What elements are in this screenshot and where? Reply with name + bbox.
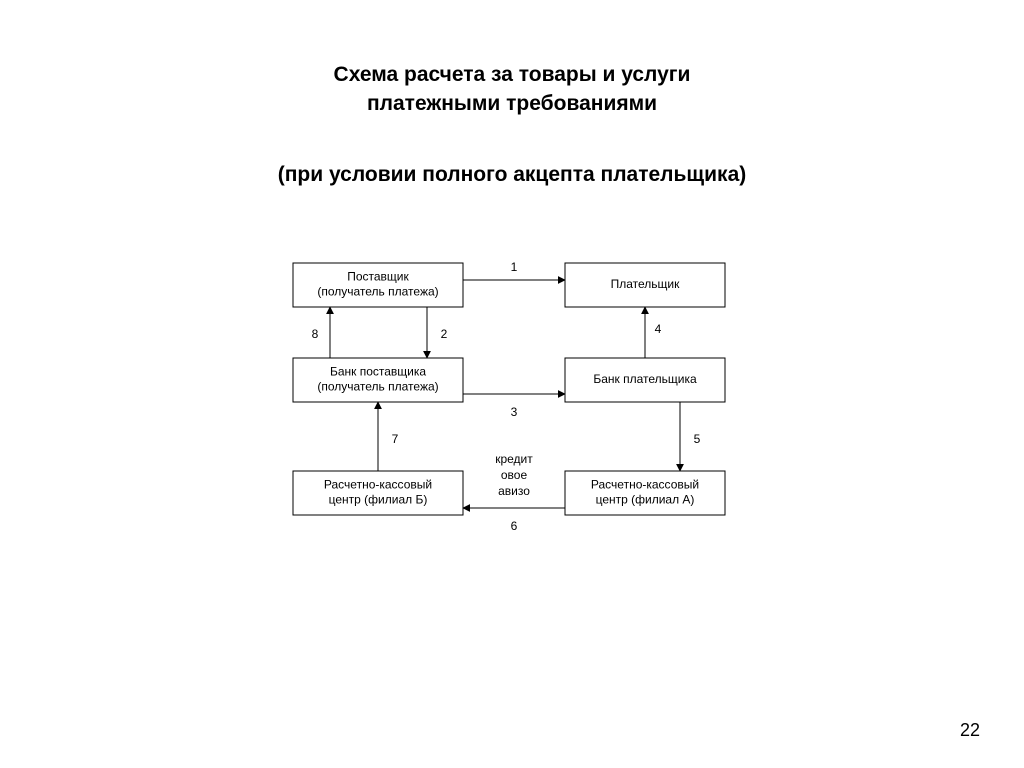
edge-label-e4: 4 [655,322,662,336]
node-rkc_b: Расчетно-кассовыйцентр (филиал Б) [293,471,463,515]
node-rkc_b-label-line0: Расчетно-кассовый [324,478,432,492]
node-supplier-label-line1: (получатель платежа) [317,285,438,299]
edge-label-e8: 8 [312,327,319,341]
node-rkc_a-label-line1: центр (филиал А) [596,493,695,507]
edge-label-e3: 3 [511,405,518,419]
edge-label-e7: 7 [392,432,399,446]
edge-label-e6: 6 [511,519,518,533]
node-bank_sup: Банк поставщика(получатель платежа) [293,358,463,402]
node-bank_sup-label-line1: (получатель платежа) [317,380,438,394]
edge-label-e1: 1 [511,260,518,274]
edge-label-e2: 2 [441,327,448,341]
node-bank_pay: Банк плательщика [565,358,725,402]
node-payer: Плательщик [565,263,725,307]
edge-extra-e6-line1: овое [501,468,528,482]
node-supplier: Поставщик(получатель платежа) [293,263,463,307]
edge-extra-e6-line0: кредит [495,452,533,466]
edge-label-e5: 5 [694,432,701,446]
node-rkc_b-label-line1: центр (филиал Б) [329,493,428,507]
payment-flow-diagram: 123456кредитовоеавизо78Поставщик(получат… [0,0,1024,768]
node-payer-label-line0: Плательщик [611,277,681,291]
node-supplier-label-line0: Поставщик [347,270,409,284]
node-bank_pay-label-line0: Банк плательщика [593,372,697,386]
node-rkc_a-label-line0: Расчетно-кассовый [591,478,699,492]
node-bank_sup-label-line0: Банк поставщика [330,365,426,379]
node-rkc_a: Расчетно-кассовыйцентр (филиал А) [565,471,725,515]
edge-extra-e6-line2: авизо [498,484,530,498]
